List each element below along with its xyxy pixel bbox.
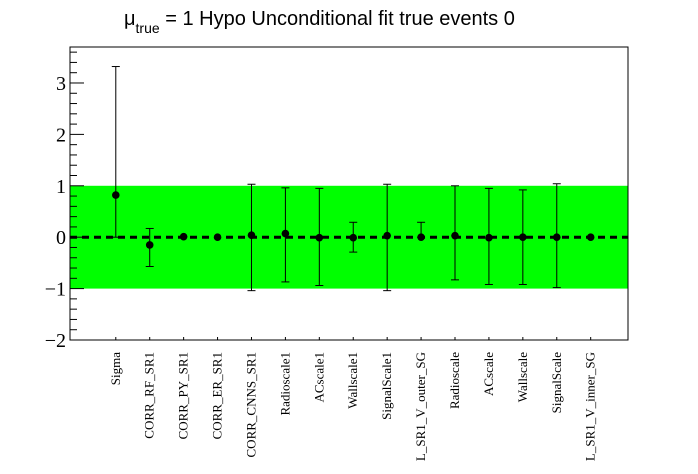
data-point [451,231,459,240]
data-point [586,233,595,241]
data-point [247,231,256,239]
xtick-label: Radioscale1 [277,352,292,416]
ytick-label: 2 [56,124,66,146]
xtick-label: Wallscale [515,352,530,402]
ytick-label: 3 [56,73,66,95]
y-axis: −2 −1 0 1 2 3 [45,51,84,352]
xtick-label: Radioscale [447,352,462,409]
data-point [213,233,222,241]
xtick-label: ACscale1 [311,352,326,403]
data-points [111,66,595,292]
plot-frame [69,46,629,341]
xtick-label: ACscale [481,352,496,396]
xtick-label: Wallscale1 [345,352,360,409]
xtick-label: CORR_RF_SR1 [142,352,157,439]
data-point [383,231,391,240]
xtick-label: L_SR1_V_inner_SG [583,352,598,461]
ytick-label: 1 [56,176,66,198]
x-axis: Sigma CORR_RF_SR1 CORR_PY_SR1 CORR_ER_SR1 CO… [108,337,598,461]
data-point [519,233,527,241]
ytick-label: −1 [45,279,66,301]
ytick-label: −2 [45,330,66,352]
xtick-label: CORR_ER_SR1 [210,352,225,439]
chart-title: μtrue = 1 Hypo Unconditional fit true ev… [124,8,515,36]
title-mu: μ [124,8,136,30]
data-point [552,233,561,241]
title-rest: = 1 Hypo Unconditional fit true events 0 [160,8,515,30]
xtick-label: CORR_CNNS_SR1 [243,352,258,457]
xtick-label: SignalScale [549,352,564,414]
xtick-label: SignalScale1 [379,352,394,420]
xtick-label: L_SR1_V_outer_SG [413,352,428,461]
data-point [281,229,290,238]
xtick-label: Sigma [108,352,123,385]
data-point [417,233,425,241]
data-point [349,233,358,242]
ytick-label: 0 [56,227,66,249]
data-point [485,233,493,242]
data-point [145,241,154,249]
title-subscript: true [136,20,160,36]
xtick-label: CORR_PY_SR1 [176,352,191,439]
data-point [111,191,120,199]
data-point [315,233,324,242]
data-point [179,232,188,241]
